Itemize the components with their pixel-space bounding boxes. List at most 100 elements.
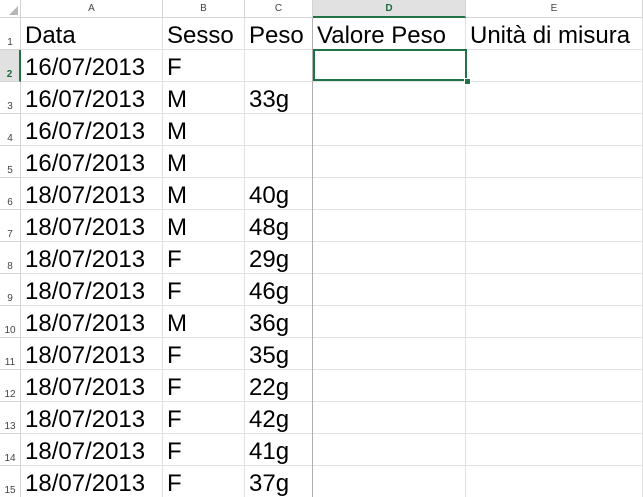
cell-peso[interactable]: 46g bbox=[245, 274, 313, 306]
cell-data[interactable]: 18/07/2013 bbox=[21, 338, 163, 370]
cell-peso[interactable]: 29g bbox=[245, 242, 313, 274]
cell-peso[interactable]: 35g bbox=[245, 338, 313, 370]
cell-unita-di-misura[interactable] bbox=[466, 82, 643, 114]
cell-data[interactable]: 16/07/2013 bbox=[21, 114, 163, 146]
row-header-10[interactable]: 10 bbox=[0, 306, 21, 338]
row-header-15[interactable]: 15 bbox=[0, 466, 21, 497]
cell-valore-peso[interactable] bbox=[313, 178, 466, 210]
cell-unita-di-misura[interactable] bbox=[466, 242, 643, 274]
column-header-e[interactable]: E bbox=[466, 0, 643, 18]
cell-peso[interactable]: 42g bbox=[245, 402, 313, 434]
select-all-corner[interactable] bbox=[0, 0, 21, 18]
cell-unita-di-misura[interactable] bbox=[466, 370, 643, 402]
cell-sesso[interactable]: F bbox=[163, 434, 245, 466]
cell-sesso[interactable]: M bbox=[163, 306, 245, 338]
cell-valore-peso[interactable] bbox=[313, 242, 466, 274]
header-cell-b[interactable]: Sesso bbox=[163, 18, 245, 50]
cell-peso[interactable]: 33g bbox=[245, 82, 313, 114]
cell-unita-di-misura[interactable] bbox=[466, 146, 643, 178]
cell-peso[interactable] bbox=[245, 114, 313, 146]
row-header-1[interactable]: 1 bbox=[0, 18, 21, 50]
cell-sesso[interactable]: M bbox=[163, 82, 245, 114]
cell-unita-di-misura[interactable] bbox=[466, 210, 643, 242]
header-cell-c[interactable]: Peso bbox=[245, 18, 313, 50]
cell-sesso[interactable]: M bbox=[163, 114, 245, 146]
cell-peso[interactable]: 40g bbox=[245, 178, 313, 210]
cell-sesso[interactable]: F bbox=[163, 466, 245, 497]
cell-data[interactable]: 18/07/2013 bbox=[21, 402, 163, 434]
cell-peso[interactable]: 48g bbox=[245, 210, 313, 242]
cell-sesso[interactable]: F bbox=[163, 274, 245, 306]
cell-unita-di-misura[interactable] bbox=[466, 402, 643, 434]
cell-sesso[interactable]: F bbox=[163, 402, 245, 434]
row-header-8[interactable]: 8 bbox=[0, 242, 21, 274]
cell-sesso[interactable]: M bbox=[163, 210, 245, 242]
row-header-6[interactable]: 6 bbox=[0, 178, 21, 210]
cell-data[interactable]: 18/07/2013 bbox=[21, 434, 163, 466]
cell-peso[interactable]: 37g bbox=[245, 466, 313, 497]
cell-valore-peso[interactable] bbox=[313, 306, 466, 338]
cell-unita-di-misura[interactable] bbox=[466, 50, 643, 82]
cell-data[interactable]: 16/07/2013 bbox=[21, 82, 163, 114]
cell-unita-di-misura[interactable] bbox=[466, 434, 643, 466]
fill-handle[interactable] bbox=[464, 78, 471, 85]
cell-peso[interactable]: 41g bbox=[245, 434, 313, 466]
cell-data[interactable]: 18/07/2013 bbox=[21, 210, 163, 242]
cell-valore-peso[interactable] bbox=[313, 146, 466, 178]
cell-data[interactable]: 18/07/2013 bbox=[21, 466, 163, 497]
column-header-c[interactable]: C bbox=[245, 0, 313, 18]
row-header-7[interactable]: 7 bbox=[0, 210, 21, 242]
cell-data[interactable]: 18/07/2013 bbox=[21, 242, 163, 274]
cell-data[interactable]: 18/07/2013 bbox=[21, 178, 163, 210]
cell-data[interactable]: 18/07/2013 bbox=[21, 370, 163, 402]
cell-valore-peso[interactable] bbox=[313, 50, 466, 82]
row-header-9[interactable]: 9 bbox=[0, 274, 21, 306]
row-header-12[interactable]: 12 bbox=[0, 370, 21, 402]
cell-unita-di-misura[interactable] bbox=[466, 274, 643, 306]
header-cell-e[interactable]: Unità di misura bbox=[466, 18, 643, 50]
cell-unita-di-misura[interactable] bbox=[466, 338, 643, 370]
row-header-3[interactable]: 3 bbox=[0, 82, 21, 114]
row-header-4[interactable]: 4 bbox=[0, 114, 21, 146]
cell-data[interactable]: 16/07/2013 bbox=[21, 50, 163, 82]
column-header-d[interactable]: D bbox=[313, 0, 466, 18]
cell-unita-di-misura[interactable] bbox=[466, 466, 643, 497]
cell-unita-di-misura[interactable] bbox=[466, 178, 643, 210]
cell-peso[interactable] bbox=[245, 50, 313, 82]
cell-peso[interactable] bbox=[245, 146, 313, 178]
cell-valore-peso[interactable] bbox=[313, 82, 466, 114]
cell-valore-peso[interactable] bbox=[313, 210, 466, 242]
cell-valore-peso[interactable] bbox=[313, 370, 466, 402]
cell-data[interactable]: 16/07/2013 bbox=[21, 146, 163, 178]
cell-valore-peso[interactable] bbox=[313, 434, 466, 466]
cell-valore-peso[interactable] bbox=[313, 466, 466, 497]
cell-unita-di-misura[interactable] bbox=[466, 114, 643, 146]
cell-unita-di-misura[interactable] bbox=[466, 306, 643, 338]
table-row: 18/07/2013 M 40g bbox=[21, 178, 643, 210]
cell-data[interactable]: 18/07/2013 bbox=[21, 306, 163, 338]
column-header-a[interactable]: A bbox=[21, 0, 163, 18]
row-header-11[interactable]: 11 bbox=[0, 338, 21, 370]
cell-peso[interactable]: 22g bbox=[245, 370, 313, 402]
row-header-2[interactable]: 2 bbox=[0, 50, 21, 82]
header-cell-a[interactable]: Data bbox=[21, 18, 163, 50]
table-row: 18/07/2013 M 48g bbox=[21, 210, 643, 242]
cell-valore-peso[interactable] bbox=[313, 114, 466, 146]
row-header-14[interactable]: 14 bbox=[0, 434, 21, 466]
cell-peso[interactable]: 36g bbox=[245, 306, 313, 338]
cell-sesso[interactable]: M bbox=[163, 146, 245, 178]
cell-data[interactable]: 18/07/2013 bbox=[21, 274, 163, 306]
cell-valore-peso[interactable] bbox=[313, 338, 466, 370]
cell-sesso[interactable]: M bbox=[163, 178, 245, 210]
cell-sesso[interactable]: F bbox=[163, 338, 245, 370]
row-header-13[interactable]: 13 bbox=[0, 402, 21, 434]
cell-sesso[interactable]: F bbox=[163, 370, 245, 402]
cell-valore-peso[interactable] bbox=[313, 274, 466, 306]
row-header-5[interactable]: 5 bbox=[0, 146, 21, 178]
column-header-b[interactable]: B bbox=[163, 0, 245, 18]
cell-sesso[interactable]: F bbox=[163, 242, 245, 274]
cell-valore-peso[interactable] bbox=[313, 402, 466, 434]
cell-sesso[interactable]: F bbox=[163, 50, 245, 82]
header-cell-d[interactable]: Valore Peso bbox=[313, 18, 466, 50]
